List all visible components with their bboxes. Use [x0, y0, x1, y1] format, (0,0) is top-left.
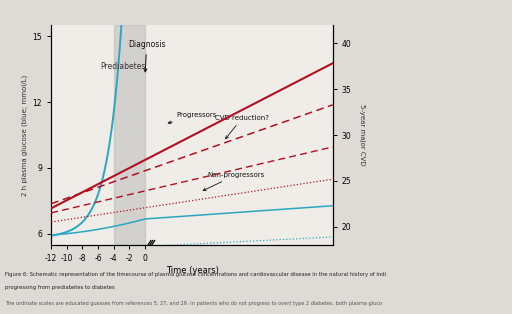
Bar — [114, 25, 145, 245]
Text: Diagnosis: Diagnosis — [128, 40, 165, 72]
Text: progressing from prediabetes to diabetes: progressing from prediabetes to diabetes — [5, 285, 115, 290]
Y-axis label: 5-year major CVD: 5-year major CVD — [359, 104, 366, 166]
Y-axis label: 2 h plasma glucose (blue; mmol/L): 2 h plasma glucose (blue; mmol/L) — [22, 74, 28, 196]
Text: Prediabetes: Prediabetes — [100, 62, 146, 72]
Text: The ordinate scales are educated guesses from references 5, 27, and 29. In patie: The ordinate scales are educated guesses… — [5, 300, 382, 306]
Text: Figure 6: Schematic representation of the timecourse of plasma glucose concentra: Figure 6: Schematic representation of th… — [5, 272, 386, 277]
Text: Non-progressors: Non-progressors — [203, 172, 265, 191]
Text: CVD reduction?: CVD reduction? — [216, 115, 269, 139]
Text: Progressors: Progressors — [168, 112, 217, 124]
X-axis label: Time (years): Time (years) — [165, 266, 219, 275]
